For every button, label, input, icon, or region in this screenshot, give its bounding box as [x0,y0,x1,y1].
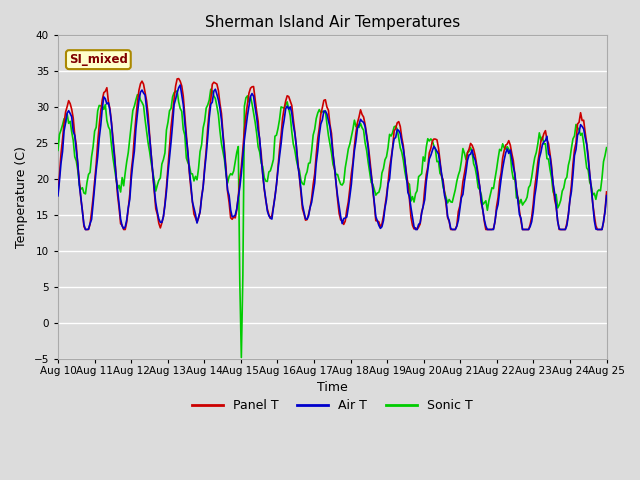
Air T [239,153,246,159]
Sonic T [575,127,583,133]
Sonic T [603,145,611,151]
Text: SI_mixed: SI_mixed [69,53,128,66]
Title: Sherman Island Air Temperatures: Sherman Island Air Temperatures [205,15,460,30]
Air T [575,130,583,135]
Panel T [123,219,131,225]
Air T [221,152,228,157]
Air T [54,193,62,199]
Line: Panel T: Panel T [58,79,607,229]
X-axis label: Time: Time [317,382,348,395]
Legend: Panel T, Air T, Sonic T: Panel T, Air T, Sonic T [186,395,478,418]
Sonic T [248,101,256,107]
Panel T [248,84,256,90]
Sonic T [297,178,305,183]
Air T [123,217,131,223]
Sonic T [207,86,214,92]
Sonic T [239,273,246,278]
Panel T [575,120,583,125]
Sonic T [237,355,245,360]
Air T [603,193,611,199]
Air T [177,82,184,88]
Air T [297,186,305,192]
Air T [82,227,90,232]
Panel T [175,76,182,82]
Panel T [297,190,305,195]
Line: Air T: Air T [58,85,607,229]
Panel T [603,189,611,195]
Panel T [54,191,62,196]
Sonic T [54,147,62,153]
Panel T [221,147,228,153]
Panel T [239,146,246,152]
Sonic T [219,149,227,155]
Line: Sonic T: Sonic T [58,89,607,358]
Y-axis label: Temperature (C): Temperature (C) [15,146,28,248]
Sonic T [122,170,129,176]
Panel T [82,227,90,232]
Air T [248,91,256,96]
